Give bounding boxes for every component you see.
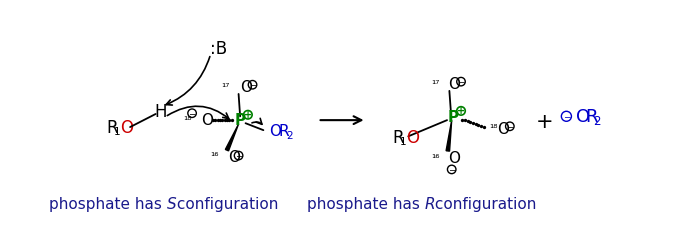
Text: R: R [424, 197, 435, 212]
Text: ¹⁷: ¹⁷ [431, 80, 439, 90]
Text: O: O [202, 113, 213, 128]
Text: 1: 1 [400, 137, 407, 147]
Text: ¹⁶: ¹⁶ [210, 152, 219, 162]
Text: −: − [506, 122, 513, 131]
Text: +: + [244, 110, 252, 120]
Text: :B: :B [210, 40, 227, 58]
Text: O: O [406, 129, 419, 147]
Text: ¹⁶: ¹⁶ [431, 154, 439, 164]
Text: O: O [240, 80, 252, 95]
Text: −: − [448, 165, 456, 174]
Text: O: O [120, 119, 133, 137]
Text: O: O [449, 77, 460, 92]
Text: −: − [249, 81, 256, 90]
Text: phosphate has: phosphate has [307, 197, 424, 212]
Text: configuration: configuration [430, 197, 537, 212]
Text: −: − [563, 112, 570, 121]
Text: −: − [189, 109, 196, 118]
Text: +: + [457, 106, 465, 116]
Text: R: R [107, 119, 118, 137]
Text: ¹⁸: ¹⁸ [184, 116, 192, 126]
Text: R: R [278, 124, 289, 139]
Text: +: + [536, 112, 554, 132]
Text: P: P [234, 113, 246, 128]
Text: O: O [449, 151, 460, 166]
Text: S: S [166, 197, 176, 212]
Text: R: R [393, 129, 405, 147]
Text: −: − [457, 78, 464, 87]
Text: R: R [585, 108, 597, 126]
Text: O: O [270, 124, 281, 139]
Text: O: O [497, 122, 509, 137]
Text: O: O [575, 108, 590, 126]
Text: ¹⁷: ¹⁷ [222, 83, 230, 93]
Text: phosphate has: phosphate has [49, 197, 166, 212]
Text: 2: 2 [286, 131, 292, 141]
Text: configuration: configuration [172, 197, 279, 212]
Text: 1: 1 [114, 127, 121, 137]
Text: 2: 2 [594, 115, 601, 128]
Text: ¹⁸: ¹⁸ [490, 124, 498, 134]
Polygon shape [446, 120, 452, 151]
Text: −: − [235, 152, 242, 161]
Polygon shape [225, 124, 238, 151]
Text: O: O [227, 150, 240, 165]
Text: H: H [154, 103, 167, 121]
Text: P: P [447, 110, 459, 124]
